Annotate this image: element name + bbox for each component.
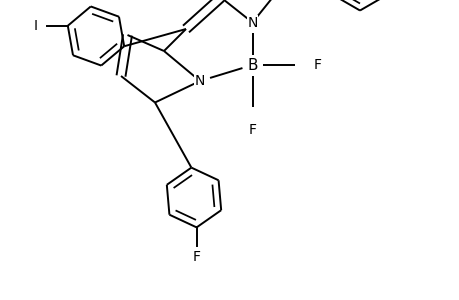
Text: N: N	[247, 16, 257, 29]
Text: F: F	[192, 250, 200, 264]
Text: B: B	[247, 58, 257, 73]
Text: F: F	[248, 123, 256, 137]
Text: F: F	[313, 58, 321, 72]
Text: N: N	[195, 74, 205, 88]
Text: I: I	[34, 19, 38, 33]
